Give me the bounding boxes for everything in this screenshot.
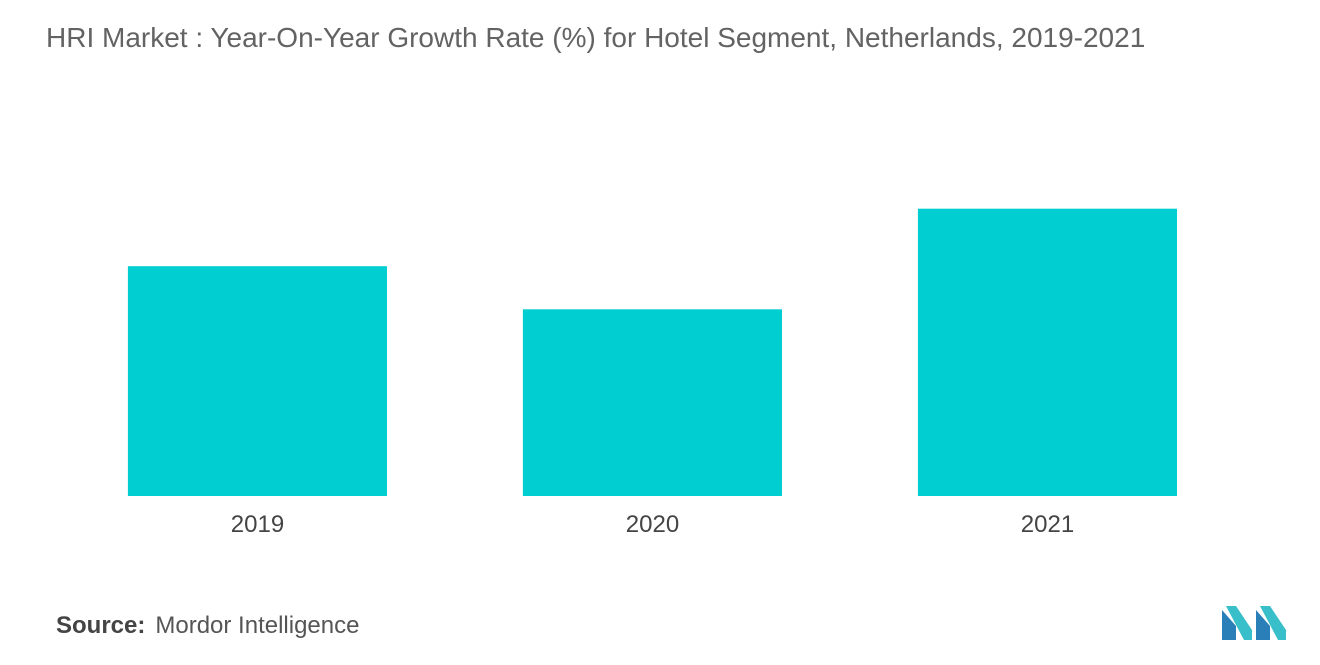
x-tick-label-2021: 2021 (1021, 511, 1074, 538)
source-note: Source: Mordor Intelligence (56, 612, 359, 640)
mordor-intelligence-logo-icon (1222, 606, 1286, 640)
bar-2020 (522, 309, 782, 496)
x-tick-labels: 2019 2020 2021 (231, 511, 1074, 538)
x-tick-label-2019: 2019 (231, 511, 284, 538)
x-tick-label-2020: 2020 (626, 511, 679, 538)
source-label: Source: (56, 612, 146, 639)
bar-2021 (917, 208, 1177, 496)
bar-chart: 2019 2020 2021 (127, 208, 1177, 538)
chart-title: HRI Market : Year-On-Year Growth Rate (%… (46, 22, 1146, 53)
source-value: Mordor Intelligence (155, 612, 360, 639)
bar-2019 (127, 266, 388, 496)
bars-group (127, 208, 1177, 496)
